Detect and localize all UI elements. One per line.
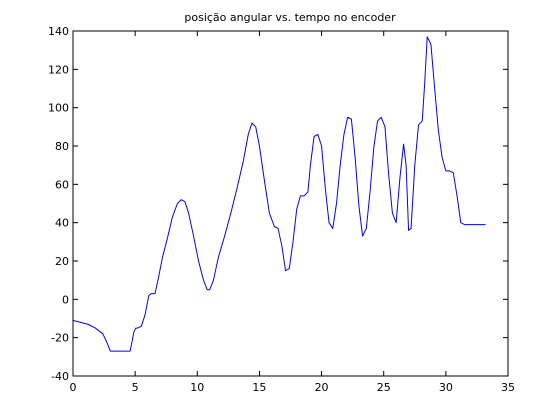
y-tick-label: -20	[51, 332, 69, 345]
plot-area	[73, 31, 508, 376]
y-tick-label: -40	[51, 370, 69, 383]
series-line	[72, 36, 486, 352]
labels-layer: 0 5 10 15 20 25 30 35 -40 -20 0 20 40 60 80 100 120 140	[48, 25, 515, 394]
plot-frame	[72, 30, 509, 377]
y-tick-label: 120	[48, 63, 69, 76]
y-tick-label: 140	[48, 25, 69, 38]
series-layer	[72, 36, 486, 352]
y-tick-label: 20	[55, 255, 69, 268]
y-tick-label: 40	[55, 217, 69, 230]
y-tick-label: 100	[48, 102, 69, 115]
x-tick-label: 35	[501, 381, 515, 394]
x-tick-label: 10	[190, 381, 204, 394]
x-tick-label: 15	[252, 381, 266, 394]
y-tick-label: 0	[62, 293, 69, 306]
chart-title: posição angular vs. tempo no encoder	[184, 11, 396, 24]
x-tick-label: 0	[70, 381, 77, 394]
x-tick-label: 30	[439, 381, 453, 394]
x-tick-label: 25	[377, 381, 391, 394]
y-tick-label: 80	[55, 140, 69, 153]
x-tick-label: 20	[315, 381, 329, 394]
y-tick-label: 60	[55, 178, 69, 191]
x-tick-label: 5	[132, 381, 139, 394]
